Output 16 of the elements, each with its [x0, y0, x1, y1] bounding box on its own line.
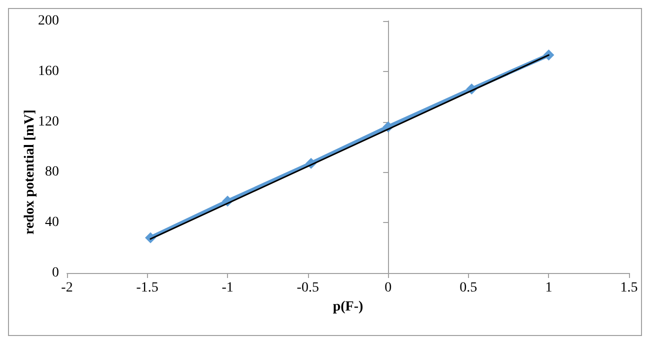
y-tick-label: 0: [52, 266, 59, 280]
x-tick-label: -0.5: [296, 280, 319, 296]
y-tick-label: 120: [38, 114, 59, 130]
x-tick-label: -1: [222, 280, 234, 296]
x-tick-label: 1: [545, 280, 552, 296]
x-tick-label: -2: [61, 280, 73, 296]
y-axis-title: redox potential [mV]: [22, 110, 38, 234]
x-tick-label: 0.5: [460, 280, 478, 296]
y-tick-label: 200: [38, 14, 59, 28]
x-tick-label: 0: [384, 280, 392, 296]
y-tick-label: 40: [45, 215, 59, 230]
x-axis-title: p(F-): [332, 299, 364, 314]
x-tick-label: 1.5: [620, 280, 638, 296]
y-tick-label: 80: [45, 164, 59, 180]
x-tick-label: -1.5: [136, 280, 158, 296]
y-tick-label: 160: [38, 64, 59, 79]
